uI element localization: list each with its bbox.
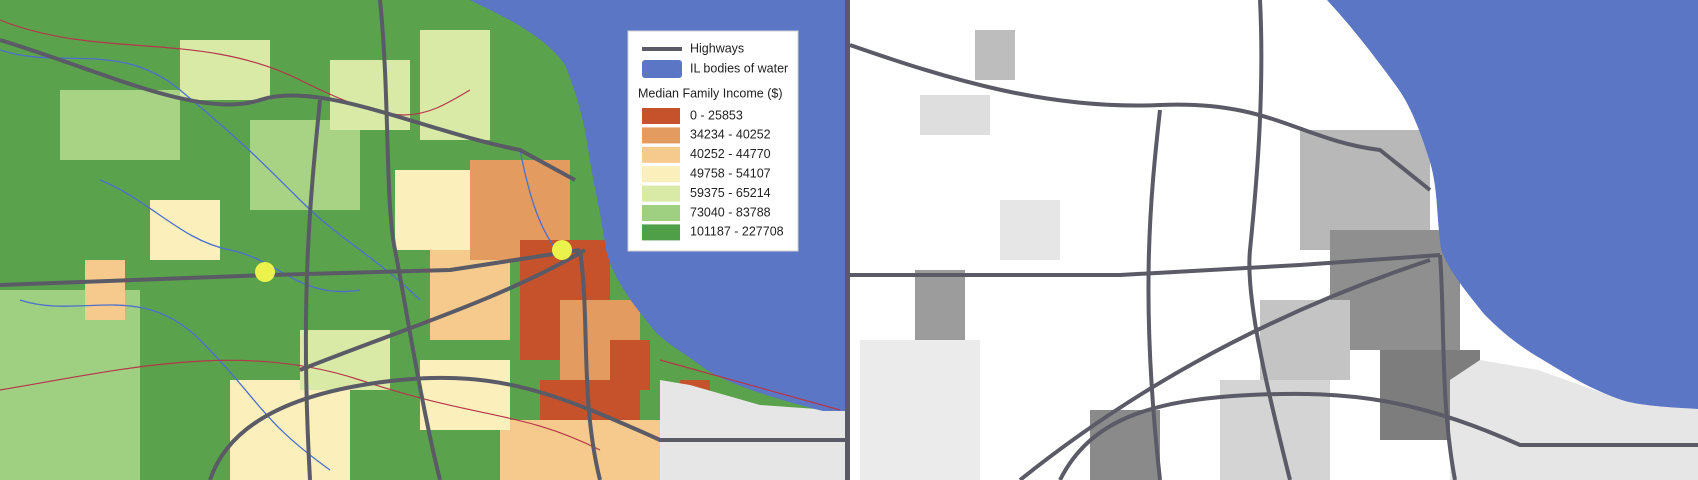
tract <box>85 260 125 320</box>
class-swatch <box>642 224 680 241</box>
highway <box>1018 258 1431 480</box>
class-swatch <box>642 185 680 202</box>
class-label: 34234 - 40252 <box>690 128 771 142</box>
indiana-land <box>660 380 845 480</box>
class-label: 73040 - 83788 <box>690 205 771 219</box>
river <box>99 179 361 293</box>
panel-divider <box>845 0 850 480</box>
lake-michigan <box>1327 0 1698 409</box>
highway <box>850 253 1441 277</box>
tract <box>150 200 220 260</box>
class-label: 40252 - 44770 <box>690 147 771 161</box>
legend-label: IL bodies of water <box>690 61 788 75</box>
marker <box>552 240 572 260</box>
indiana-land <box>1450 360 1698 480</box>
tract <box>420 30 490 140</box>
road <box>0 359 601 451</box>
class-swatch <box>642 108 680 124</box>
tracts <box>0 30 710 480</box>
class-label: 49758 - 54107 <box>690 166 771 180</box>
legend-title: Median Family Income ($) <box>638 86 783 100</box>
class-label: 0 - 25853 <box>690 108 743 122</box>
river <box>0 49 421 301</box>
road <box>0 19 471 116</box>
legend-label: Highways <box>690 41 744 55</box>
marker <box>255 262 275 282</box>
highway <box>208 375 845 480</box>
highway <box>1058 391 1698 480</box>
class-swatch <box>642 146 680 163</box>
highway <box>303 99 322 480</box>
tract <box>230 380 350 480</box>
tract <box>610 340 650 390</box>
legend: Highways IL bodies of water Median Famil… <box>627 30 799 252</box>
class-swatch <box>642 166 680 183</box>
highway <box>1438 254 1457 480</box>
highway <box>299 248 587 372</box>
highway <box>1247 0 1292 480</box>
tract <box>860 340 980 480</box>
tract <box>1260 300 1350 380</box>
tract <box>250 120 360 210</box>
highway <box>1146 109 1162 480</box>
tract <box>0 290 140 480</box>
highways <box>849 0 1698 480</box>
river <box>19 299 331 471</box>
tract <box>60 90 180 160</box>
tract <box>920 95 990 135</box>
roads <box>0 19 841 451</box>
tract <box>915 270 965 340</box>
tract <box>180 40 270 100</box>
grayscale-map <box>849 0 1698 480</box>
highway <box>849 43 1432 192</box>
highway <box>0 38 576 182</box>
highway <box>0 248 581 287</box>
tract <box>975 30 1015 80</box>
class-label: 59375 - 65214 <box>690 186 771 200</box>
road <box>659 359 841 411</box>
class-swatch <box>642 205 680 221</box>
tract <box>330 60 410 130</box>
highways <box>0 0 845 480</box>
tract <box>1000 200 1060 260</box>
class-swatch <box>642 127 680 144</box>
tract <box>420 360 510 430</box>
highway <box>378 0 442 480</box>
highway <box>578 249 602 480</box>
water-swatch <box>642 60 682 78</box>
class-label: 101187 - 227708 <box>690 225 784 239</box>
tracts <box>860 30 1480 480</box>
tract <box>395 170 475 250</box>
